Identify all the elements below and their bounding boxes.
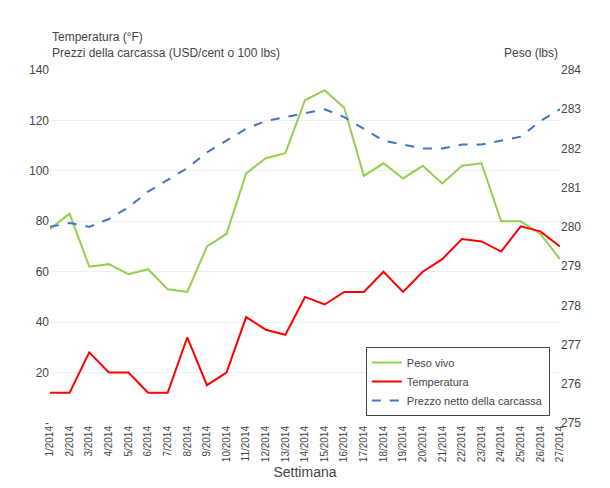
svg-text:Prezzo netto della carcassa: Prezzo netto della carcassa [407, 395, 543, 407]
svg-text:Settimana: Settimana [273, 464, 336, 480]
svg-text:Temperatura (°F)Prezzi della c: Temperatura (°F)Prezzi della carcassa (U… [52, 30, 280, 60]
svg-text:277: 277 [561, 338, 581, 352]
svg-text:60: 60 [36, 265, 50, 279]
svg-text:283: 283 [561, 102, 581, 116]
svg-text:26/2014: 26/2014 [535, 426, 546, 463]
svg-text:281: 281 [561, 181, 581, 195]
svg-text:276: 276 [561, 377, 581, 391]
svg-text:19/2014: 19/2014 [397, 426, 408, 463]
svg-text:20: 20 [36, 366, 50, 380]
svg-text:275: 275 [561, 416, 581, 430]
svg-text:23/2014: 23/2014 [476, 426, 487, 463]
svg-text:Peso vivo: Peso vivo [407, 357, 455, 369]
svg-text:17/2014: 17/2014 [358, 426, 369, 463]
svg-text:1/2014: 1/2014 [44, 426, 55, 457]
svg-text:80: 80 [36, 214, 50, 228]
svg-text:25/2014: 25/2014 [515, 426, 526, 463]
svg-text:14/2014: 14/2014 [299, 426, 310, 463]
svg-text:120: 120 [29, 114, 49, 128]
svg-text:282: 282 [561, 142, 581, 156]
svg-text:18/2014: 18/2014 [378, 426, 389, 463]
svg-text:-: - [45, 416, 49, 430]
svg-text:279: 279 [561, 259, 581, 273]
svg-text:27/2014: 27/2014 [554, 426, 565, 463]
svg-text:13/2014: 13/2014 [280, 426, 291, 463]
svg-text:100: 100 [29, 164, 49, 178]
svg-text:24/2014: 24/2014 [495, 426, 506, 463]
svg-text:20/2014: 20/2014 [417, 426, 428, 463]
svg-text:16/2014: 16/2014 [338, 426, 349, 463]
svg-text:9/2014: 9/2014 [201, 426, 212, 457]
svg-text:22/2014: 22/2014 [456, 426, 467, 463]
svg-text:12/2014: 12/2014 [260, 426, 271, 463]
svg-text:284: 284 [561, 63, 581, 77]
svg-text:4/2014: 4/2014 [103, 426, 114, 457]
svg-text:7/2014: 7/2014 [162, 426, 173, 457]
svg-text:Peso (lbs): Peso (lbs) [504, 46, 558, 60]
svg-text:11/2014: 11/2014 [240, 426, 251, 462]
svg-text:278: 278 [561, 299, 581, 313]
svg-text:15/2014: 15/2014 [319, 426, 330, 463]
svg-text:5/2014: 5/2014 [123, 426, 134, 457]
svg-text:8/2014: 8/2014 [182, 426, 193, 457]
svg-text:10/2014: 10/2014 [221, 426, 232, 463]
svg-text:3/2014: 3/2014 [83, 426, 94, 457]
svg-text:Temperatura: Temperatura [407, 376, 470, 388]
svg-text:40: 40 [36, 315, 50, 329]
svg-text:21/2014: 21/2014 [437, 426, 448, 463]
svg-text:6/2014: 6/2014 [142, 426, 153, 457]
svg-text:280: 280 [561, 220, 581, 234]
svg-text:140: 140 [29, 63, 49, 77]
svg-text:2/2014: 2/2014 [64, 426, 75, 457]
